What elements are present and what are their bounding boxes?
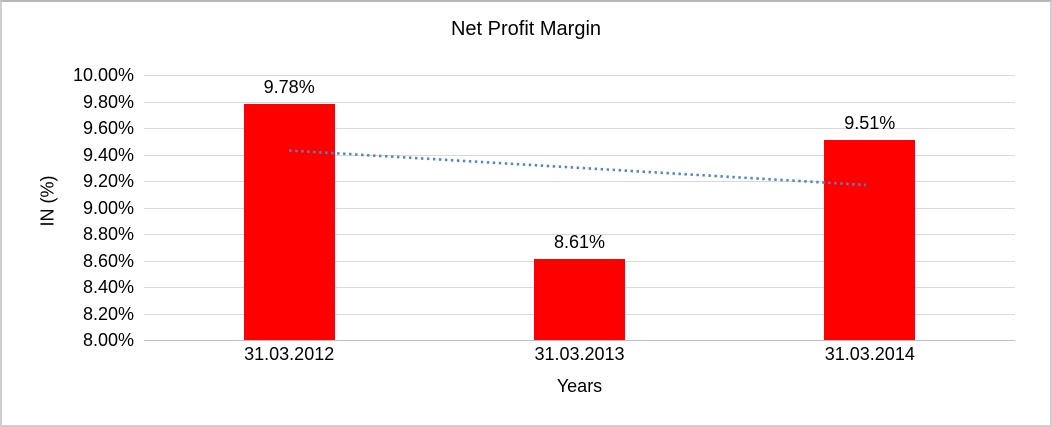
- y-tick-label: 9.60%: [82, 118, 134, 138]
- x-tick-label: 31.03.2014: [824, 344, 915, 364]
- y-tick-label: 8.00%: [82, 330, 134, 350]
- y-tick-label: 9.00%: [82, 197, 134, 218]
- gridline: [144, 181, 1015, 182]
- y-tick-label: 9.20%: [82, 171, 134, 191]
- y-tick-label: 9.80%: [82, 91, 134, 112]
- plot-area: 9.78% 8.61% 9.51%: [144, 75, 1015, 341]
- gridline: [144, 207, 1015, 209]
- x-tick-label: 31.03.2013: [534, 344, 625, 364]
- y-tick-label: 8.80%: [82, 224, 134, 244]
- bar: [534, 259, 625, 340]
- y-tick-label: 8.20%: [82, 303, 134, 324]
- y-tick-label: 9.40%: [82, 144, 134, 165]
- y-tick-label: 8.40%: [82, 277, 134, 297]
- bar-value-label: 9.51%: [844, 112, 896, 133]
- gridline: [144, 154, 1015, 156]
- bar-value-label: 8.61%: [553, 232, 606, 253]
- x-axis-line: [144, 340, 1015, 341]
- bar: [243, 104, 335, 340]
- y-tick-label: 8.60%: [82, 250, 134, 271]
- trendline: [289, 149, 866, 187]
- x-axis-title: Years: [556, 376, 603, 396]
- gridline: [144, 101, 1015, 103]
- gridline: [144, 75, 1015, 76]
- x-tick-label: 31.03.2012: [244, 344, 335, 364]
- gridline: [144, 128, 1015, 129]
- y-tick-label: 10.00%: [72, 65, 134, 85]
- gridline: [144, 234, 1015, 235]
- bar-value-label: 9.78%: [263, 77, 315, 98]
- bar: [824, 139, 916, 340]
- chart-title: Net Profit Margin: [450, 18, 602, 40]
